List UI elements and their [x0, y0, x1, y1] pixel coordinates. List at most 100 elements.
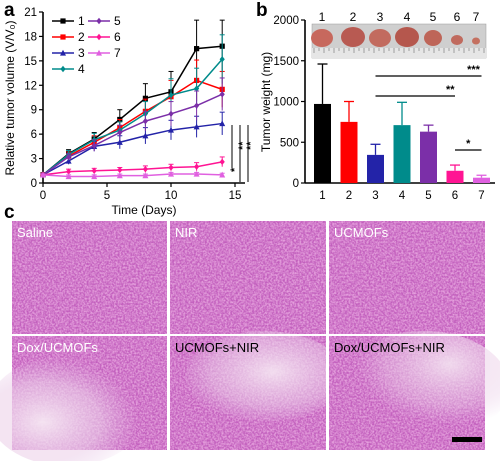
legend-entry: 5	[88, 14, 121, 28]
y-tick-label: 6	[31, 129, 37, 141]
x-tick-label: 0	[40, 190, 46, 202]
bar-4	[393, 101, 411, 183]
bar	[367, 154, 384, 183]
x-tick-label: 6	[452, 190, 458, 202]
y-tick-label: 1000	[273, 97, 299, 109]
legend-marker	[60, 18, 66, 24]
data-point	[168, 126, 174, 133]
x-tick-label: 3	[372, 190, 378, 202]
x-tick-label: 7	[478, 190, 484, 202]
bar	[473, 177, 490, 183]
y-axis-label: Tumor weight (mg)	[259, 52, 273, 152]
tumor-specimen	[395, 27, 419, 47]
tumor-specimen	[451, 35, 463, 45]
bar	[314, 103, 331, 183]
data-point	[194, 102, 200, 109]
series-line	[42, 173, 223, 178]
photo-label: 5	[430, 10, 437, 24]
necrotic-region	[185, 331, 345, 421]
necrotic-region	[339, 331, 500, 441]
data-point	[40, 171, 46, 178]
significance-bracket: ***	[375, 64, 482, 77]
photo-label: 2	[350, 10, 357, 24]
data-point	[168, 164, 174, 171]
micrograph-label: Dox/UCMOFs+NIR	[334, 340, 445, 355]
legend-label: 5	[114, 14, 121, 28]
data-point	[65, 173, 72, 180]
series-line	[42, 79, 223, 176]
data-point	[219, 171, 226, 178]
significance-bracket: **	[375, 84, 455, 97]
y-tick-label: 21	[24, 7, 37, 19]
data-point	[116, 172, 123, 179]
panel-b-letter: b	[256, 0, 268, 21]
series-6	[40, 156, 225, 179]
legend-entry: 1	[52, 14, 85, 28]
sig-label: **	[245, 141, 257, 150]
tumor-specimen	[369, 29, 391, 47]
micrograph-grid: Saline NIR UCMOFs Dox/UCMOFs UCMOFs+NIR Dox/U…	[0, 221, 500, 461]
y-tick-label: 12	[24, 80, 37, 92]
y-tick-label: 15	[24, 56, 37, 68]
data-point	[91, 142, 97, 149]
tissue-texture	[170, 221, 327, 334]
x-tick-label: 10	[165, 190, 178, 202]
data-point	[194, 163, 200, 170]
bar-7	[473, 174, 490, 183]
legend-entry: 3	[52, 46, 85, 60]
data-point	[66, 168, 72, 175]
data-point	[219, 56, 225, 63]
series-line	[42, 161, 223, 176]
data-point	[219, 120, 226, 127]
series-7	[40, 170, 226, 180]
legend-marker	[60, 65, 66, 73]
tissue-texture	[329, 221, 485, 334]
micrograph-dox-ucmofs-nir: Dox/UCMOFs+NIR	[329, 331, 500, 450]
legend-entry: 4	[52, 62, 85, 76]
data-point	[194, 85, 200, 92]
data-point	[117, 129, 123, 136]
data-point	[168, 91, 174, 99]
sig-label: *	[229, 167, 241, 172]
legend-entry: 7	[88, 46, 121, 60]
y-tick-label: 0	[31, 178, 37, 190]
data-point	[91, 173, 98, 180]
data-point	[142, 165, 148, 173]
sig-label: ***	[467, 64, 481, 76]
data-point	[142, 172, 149, 179]
y-tick-label: 9	[31, 105, 37, 117]
significance-bracket: *	[455, 138, 482, 151]
y-tick-label: 2000	[273, 15, 299, 27]
data-point	[168, 110, 174, 117]
data-point	[91, 167, 97, 174]
separator	[12, 334, 485, 336]
data-point	[219, 91, 225, 98]
data-point	[66, 153, 72, 161]
legend-label: 1	[78, 14, 85, 28]
data-point	[193, 170, 200, 177]
panel-a-letter: a	[4, 0, 15, 21]
tumor-specimen	[311, 29, 333, 47]
data-point	[142, 132, 149, 139]
data-point	[194, 46, 200, 52]
micrograph-label: NIR	[175, 225, 197, 240]
data-point	[117, 166, 123, 174]
bar-3	[367, 143, 384, 183]
significance-brackets: *****	[229, 125, 257, 182]
legend-marker	[60, 49, 66, 56]
micrograph-nir: NIR	[170, 221, 327, 334]
tumor-specimen	[424, 30, 442, 46]
tumor-specimen	[341, 27, 365, 47]
sig-label: **	[446, 84, 455, 96]
data-point	[168, 170, 174, 177]
bar-2	[340, 100, 358, 183]
micrograph-saline: Saline	[12, 221, 167, 334]
data-point	[142, 95, 148, 101]
bar	[446, 170, 464, 183]
series-4	[40, 34, 225, 179]
legend-label: 6	[114, 30, 121, 44]
legend-marker	[96, 33, 102, 41]
micrograph-label: Dox/UCMOFs	[17, 340, 98, 355]
